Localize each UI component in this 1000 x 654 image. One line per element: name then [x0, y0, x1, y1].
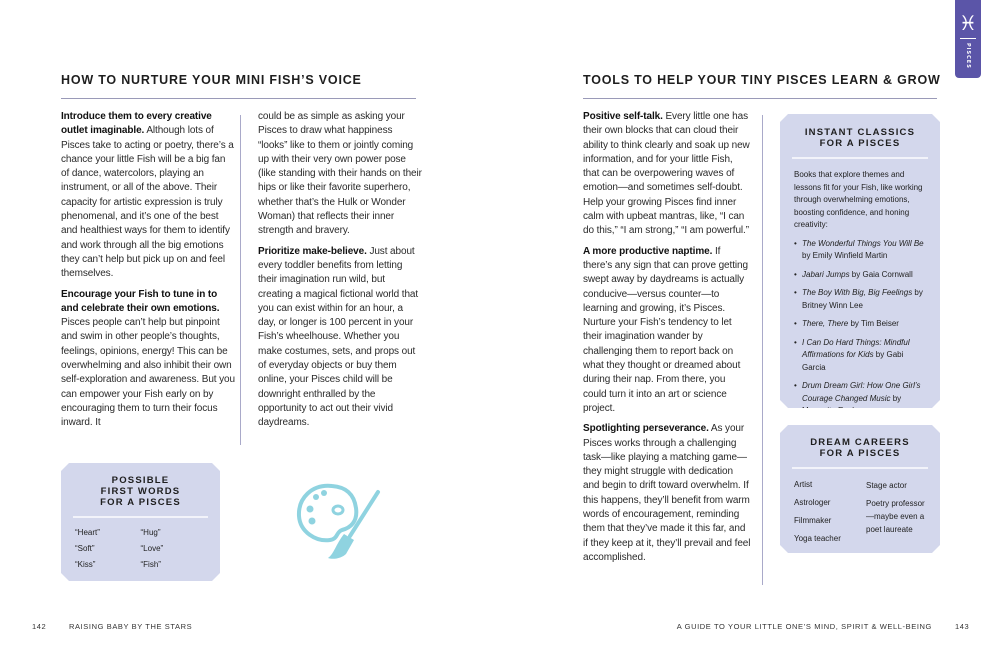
- book-list: The Wonderful Things You Will Be by Emil…: [794, 238, 928, 418]
- word: “Kiss”: [75, 560, 96, 569]
- box-title: INSTANT CLASSICS FOR A PISCES: [804, 127, 916, 149]
- book-item: Drum Dream Girl: How One Girl’s Courage …: [794, 380, 928, 418]
- word: “Soft”: [75, 544, 95, 553]
- left-page-number: 142: [32, 622, 47, 631]
- box-rule: [73, 516, 208, 518]
- column-divider: [762, 115, 763, 585]
- paragraph: Spotlighting perseverance. As your Pisce…: [583, 423, 751, 563]
- career: Yoga teacher: [794, 534, 841, 543]
- paragraph: Positive self-talk. Every little one has…: [583, 111, 750, 237]
- paragraph: could be as simple as asking your Pisces…: [258, 111, 422, 237]
- box-title: DREAM CAREERS FOR A PISCES: [810, 437, 910, 459]
- first-words-box: POSSIBLE FIRST WORDS FOR A PISCES “Heart…: [61, 463, 220, 581]
- palette-paintbrush-icon: [296, 483, 380, 559]
- left-heading: HOW TO NURTURE YOUR MINI FISH’S VOICE: [61, 73, 362, 87]
- career: Astrologer: [794, 498, 831, 507]
- word: “Hug”: [140, 528, 161, 537]
- paragraph: A more productive naptime. If there’s an…: [583, 245, 748, 414]
- left-column-2: could be as simple as asking your Pisces…: [258, 110, 422, 437]
- tab-rule: [960, 38, 976, 39]
- career: Artist: [794, 480, 813, 489]
- careers-col-2: Stage actor Poetry professor—maybe even …: [866, 479, 928, 548]
- left-column-1: Introduce them to every creative outlet …: [61, 110, 235, 437]
- classics-intro: Books that explore themes and lessons fi…: [794, 170, 923, 229]
- words-grid: “Heart” “Hug” “Soft” “Love” “Kiss” “Fish…: [61, 528, 220, 570]
- dream-careers-box: DREAM CAREERS FOR A PISCES Artist Astrol…: [780, 425, 940, 553]
- paragraph: Introduce them to every creative outlet …: [61, 111, 234, 280]
- book-item: The Boy With Big, Big Feelings by Britne…: [794, 287, 928, 312]
- career: Poetry professor—maybe even a poet laure…: [866, 499, 925, 534]
- column-divider: [240, 115, 241, 445]
- box-rule: [792, 467, 928, 469]
- pisces-symbol-icon: ♓: [959, 11, 977, 35]
- book-item: There, There by Tim Beiser: [794, 318, 928, 331]
- word: “Heart”: [75, 528, 100, 537]
- tab-label: PISCES: [965, 43, 971, 69]
- right-running-title: A GUIDE TO YOUR LITTLE ONE’S MIND, SPIRI…: [676, 622, 932, 631]
- box-rule: [792, 157, 928, 159]
- left-running-title: RAISING BABY BY THE STARS: [69, 622, 193, 631]
- paragraph: Encourage your Fish to tune in to and ce…: [61, 288, 235, 429]
- career: Filmmaker: [794, 516, 832, 525]
- word: “Love”: [140, 544, 164, 553]
- right-heading: TOOLS TO HELP YOUR TINY PISCES LEARN & G…: [583, 73, 941, 87]
- box-title: POSSIBLE FIRST WORDS FOR A PISCES: [100, 475, 181, 508]
- heading-rule: [583, 98, 937, 99]
- instant-classics-box: INSTANT CLASSICS FOR A PISCES Books that…: [780, 114, 940, 408]
- career: Stage actor: [866, 481, 907, 490]
- paragraph: Prioritize make-believe. Just about ever…: [258, 245, 419, 429]
- careers-col-1: Artist Astrologer Filmmaker Yoga teacher: [794, 476, 866, 548]
- book-item: The Wonderful Things You Will Be by Emil…: [794, 238, 928, 263]
- book-item: I Can Do Hard Things: Mindful Affirmatio…: [794, 337, 928, 375]
- word: “Fish”: [140, 560, 161, 569]
- right-page-number: 143: [955, 622, 970, 631]
- careers-grid: Artist Astrologer Filmmaker Yoga teacher…: [780, 479, 940, 548]
- right-column: Positive self-talk. Every little one has…: [583, 110, 751, 571]
- heading-rule: [61, 98, 416, 99]
- classics-content: Books that explore themes and lessons fi…: [780, 169, 940, 418]
- book-item: Jabari Jumps by Gaia Cornwall: [794, 269, 928, 282]
- pisces-tab[interactable]: ♓ PISCES: [955, 0, 981, 78]
